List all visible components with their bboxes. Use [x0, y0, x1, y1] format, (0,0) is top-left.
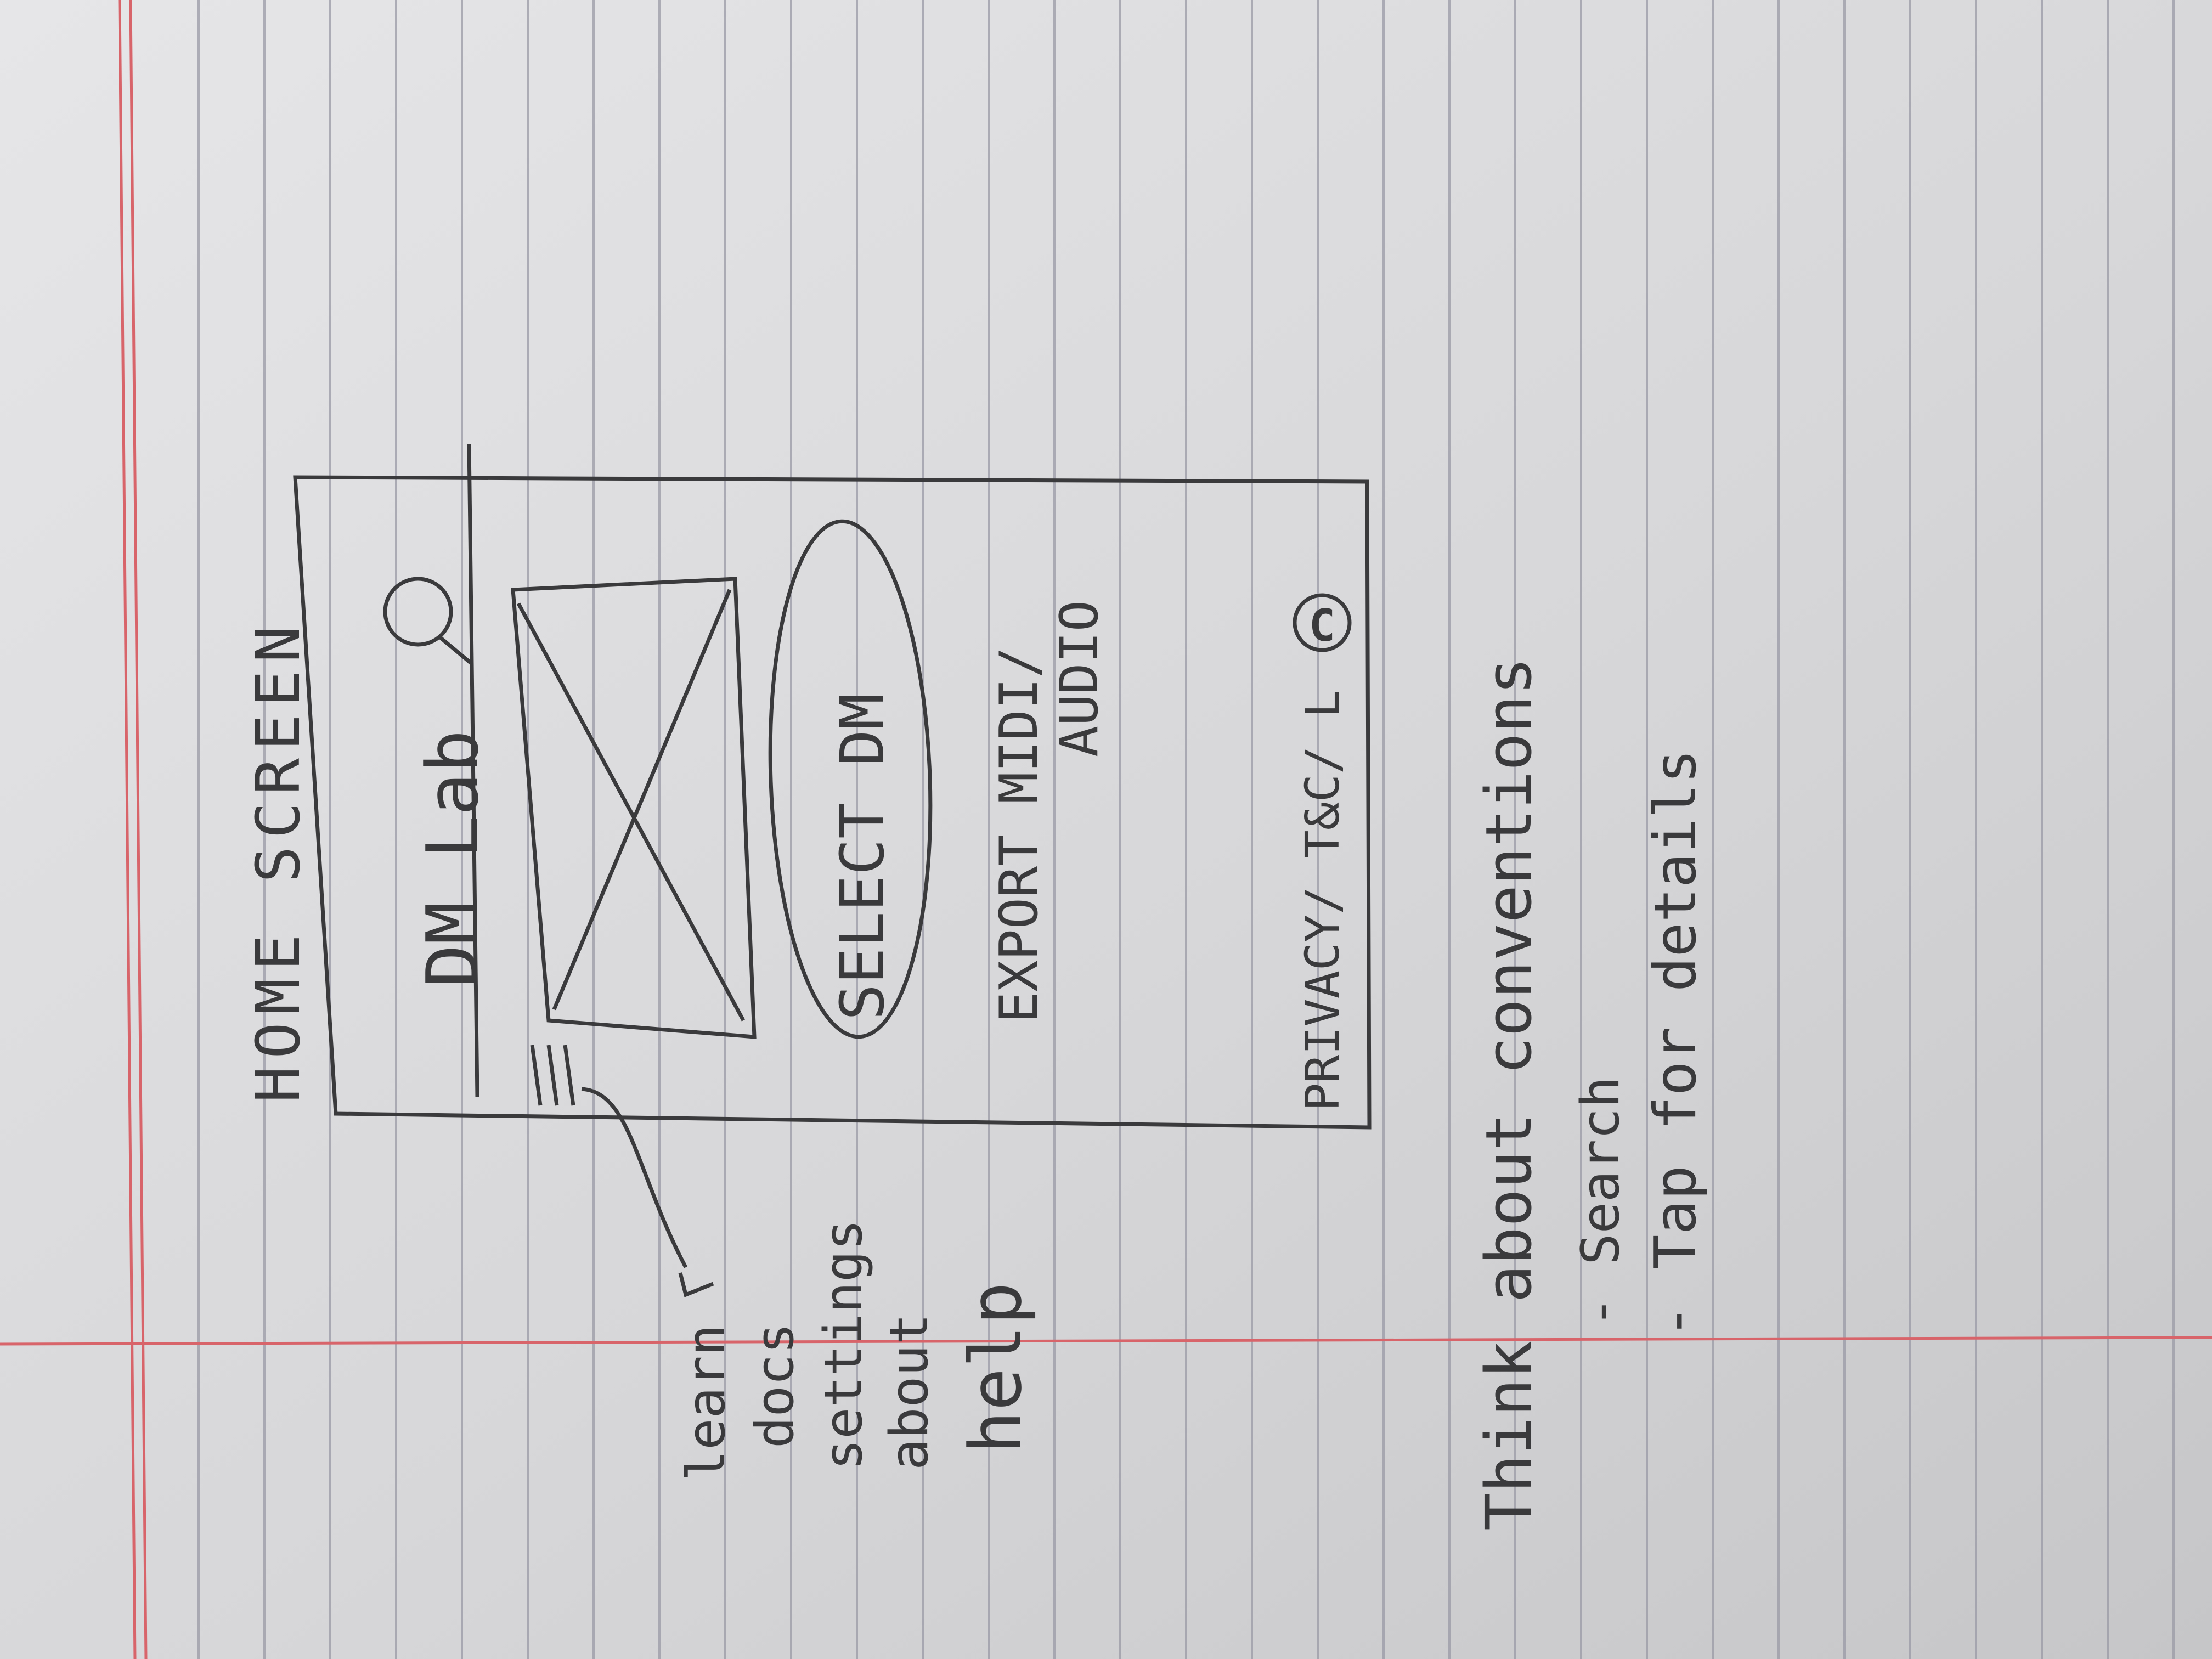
- export-midi-audio-link[interactable]: EXPORT MIDI/ AUDIO: [989, 600, 1110, 1023]
- menu-note-docs: docs: [745, 1323, 805, 1448]
- ruled-lines: [198, 0, 2175, 1659]
- select-dm-button[interactable]: SELECT DM: [762, 518, 939, 1040]
- menu-note-learn: learn: [676, 1324, 737, 1481]
- copyright-letter: C: [1309, 600, 1335, 651]
- app-title: DM Lab: [411, 730, 494, 988]
- select-dm-label: SELECT DM: [827, 693, 898, 1020]
- conventions-notes: Think about conventions - Search - Tap f…: [1472, 657, 1709, 1531]
- image-placeholder: [511, 577, 757, 1039]
- menu-arrow: [581, 1087, 714, 1297]
- menu-note-help: help: [954, 1282, 1037, 1454]
- search-icon[interactable]: [383, 577, 473, 665]
- copyright-icon: C: [1293, 593, 1352, 652]
- menu-note-about: about: [879, 1313, 940, 1470]
- notes-bullet-search: - Search: [1571, 1076, 1631, 1328]
- page-title: HOME SCREEN: [243, 619, 313, 1103]
- notes-title: Think about conventions: [1472, 657, 1546, 1531]
- export-line-2: AUDIO: [1049, 600, 1110, 757]
- notes-bullet-tap: - Tap for details: [1642, 749, 1709, 1339]
- export-line-1: EXPORT MIDI/: [989, 647, 1049, 1023]
- hamburger-menu-icon[interactable]: [530, 1045, 575, 1106]
- menu-notes: learn docs settings about help: [676, 1219, 1037, 1481]
- menu-note-settings: settings: [814, 1219, 874, 1470]
- footer-links[interactable]: PRIVACY/ T&C/ L: [1296, 690, 1350, 1111]
- phone-frame: [293, 444, 1372, 1130]
